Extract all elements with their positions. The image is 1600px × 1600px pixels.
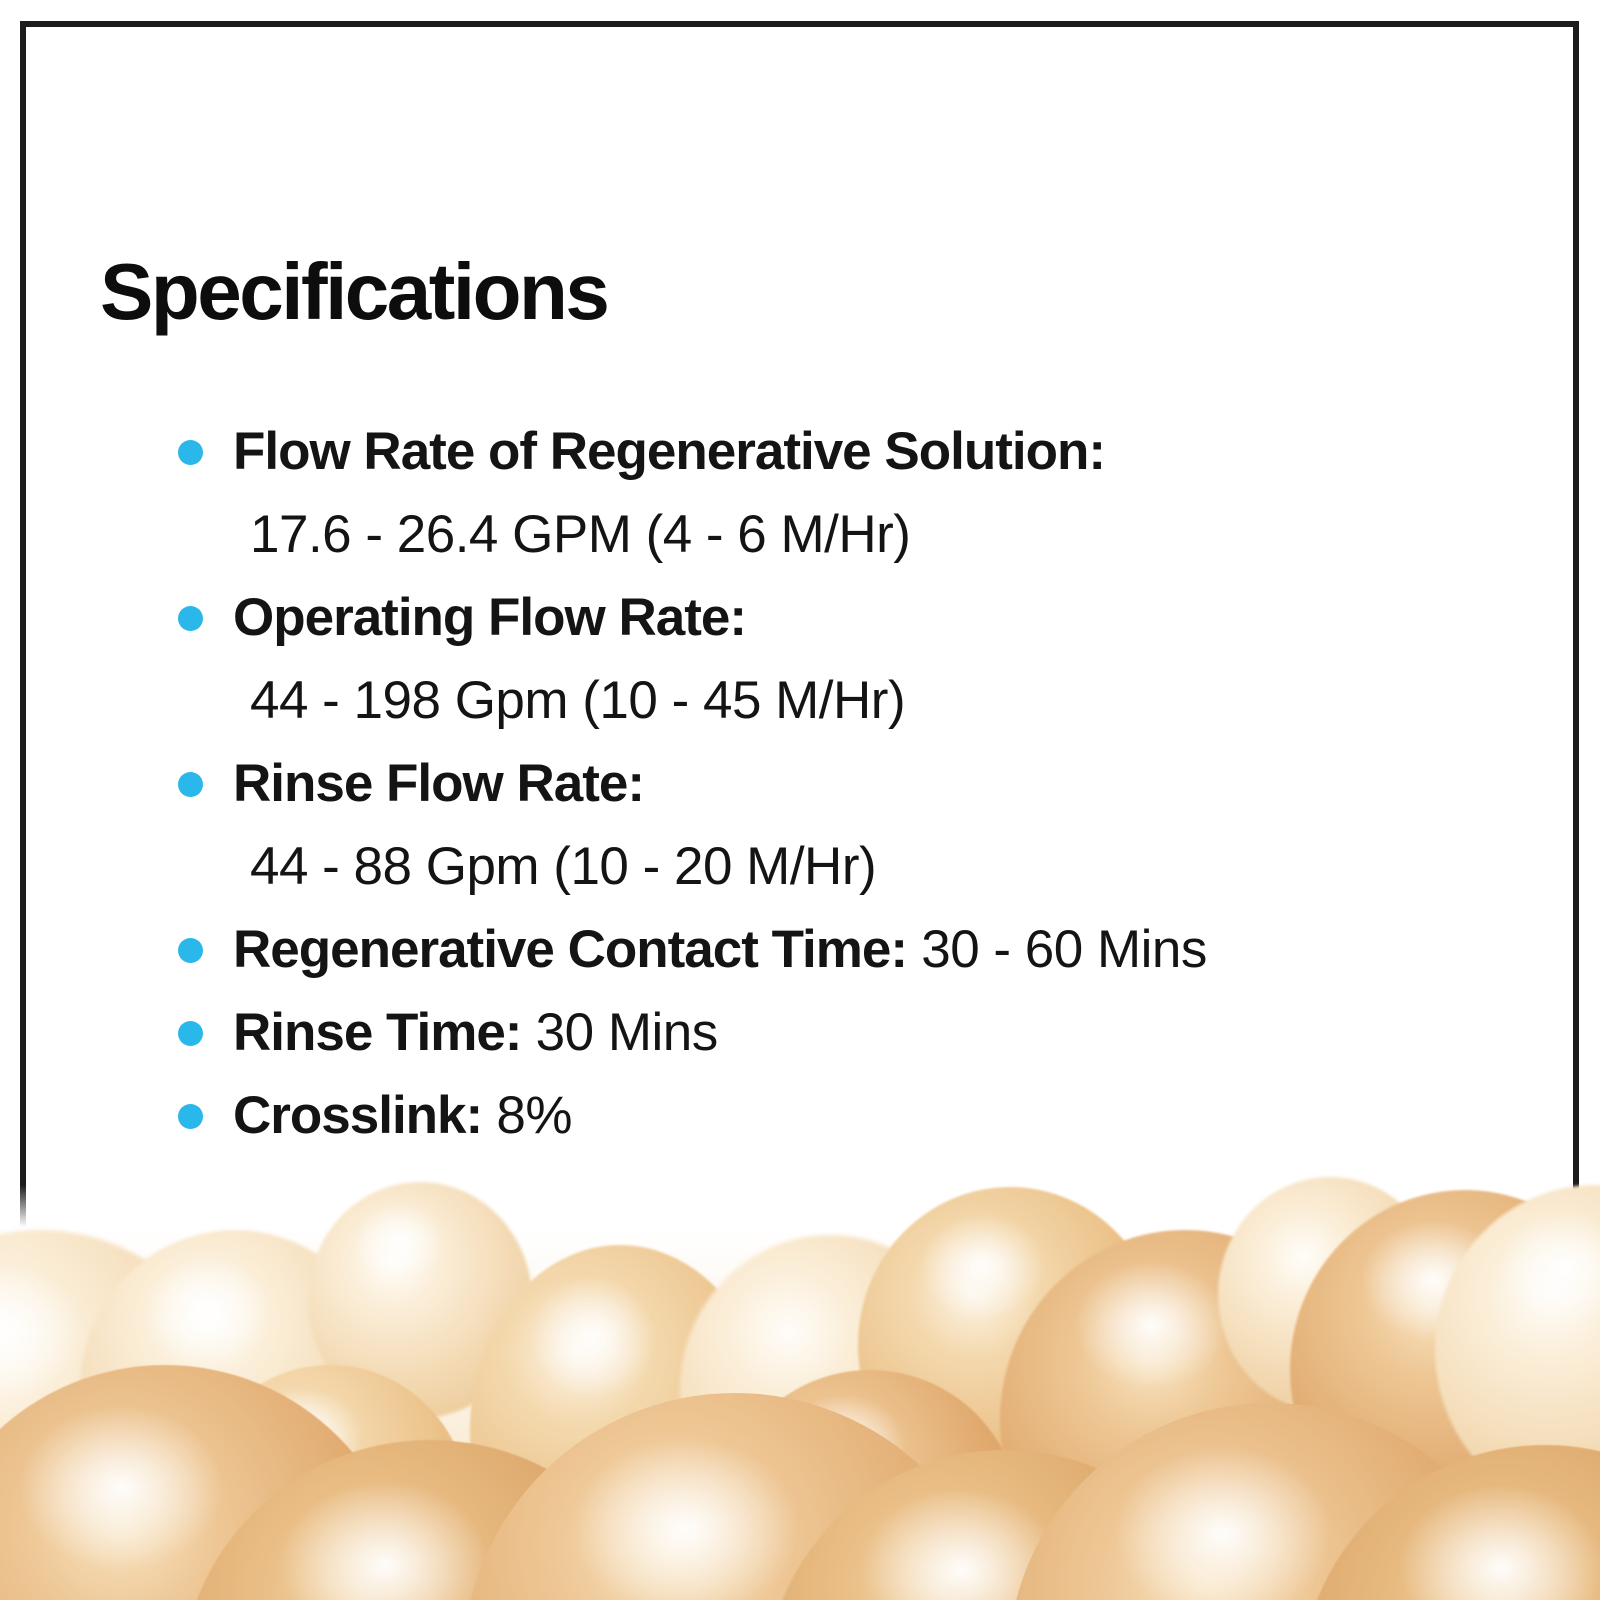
bead-highlight: [0, 1262, 88, 1398]
bead-highlight: [918, 1212, 1047, 1320]
spec-item-line: Rinse Flow Rate:: [178, 742, 1207, 825]
spec-label: Crosslink:: [233, 1086, 483, 1145]
bullet-icon: [178, 1020, 203, 1046]
bullet-icon: [178, 937, 203, 963]
bead-highlight: [571, 1436, 801, 1600]
page-title: Specifications: [100, 247, 610, 336]
bead-highlight: [1074, 1260, 1230, 1390]
bead-highlight: [530, 1274, 656, 1401]
spec-detail: 44 - 198 Gpm (10 - 45 M/Hr): [250, 671, 906, 730]
bullet-icon: [178, 439, 203, 465]
spec-item: Rinse Flow Rate: 44 - 88 Gpm (10 - 20 M/H…: [178, 742, 1207, 908]
spec-item-line: Operating Flow Rate:: [178, 576, 1207, 659]
spec-label: Regenerative Contact Time:: [233, 920, 908, 979]
spec-label: Rinse Time:: [233, 1003, 522, 1062]
spec-item: Regenerative Contact Time: 30 - 60 Mins: [178, 908, 1207, 991]
spec-value: 30 Mins: [521, 1003, 719, 1062]
bullet-icon: [178, 771, 203, 797]
spec-item-line: Flow Rate of Regenerative Solution:: [178, 410, 1207, 493]
spec-item-line: Crosslink: 8%: [178, 1074, 1207, 1157]
spec-list: Flow Rate of Regenerative Solution: 17.6 …: [178, 410, 1207, 1157]
spec-detail: 17.6 - 26.4 GPM (4 - 6 M/Hr): [250, 505, 911, 564]
bead-highlight: [280, 1480, 490, 1600]
bullet-icon: [178, 1103, 203, 1129]
bead-highlight: [1499, 1211, 1600, 1324]
spec-label: Rinse Flow Rate:: [233, 754, 645, 813]
spec-value: 8%: [482, 1086, 573, 1145]
resin-bead: [308, 1182, 532, 1418]
spec-item: Rinse Time: 30 Mins: [178, 991, 1207, 1074]
spec-item: Operating Flow Rate: 44 - 198 Gpm (10 - 4…: [178, 576, 1207, 742]
bead-highlight: [18, 1404, 224, 1571]
spec-item-line: Regenerative Contact Time: 30 - 60 Mins: [178, 908, 1207, 991]
spec-label: Flow Rate of Regenerative Solution:: [233, 422, 1106, 481]
bead-highlight: [142, 1255, 273, 1365]
bead-highlight: [1112, 1444, 1333, 1600]
spec-label: Operating Flow Rate:: [233, 588, 747, 647]
spec-item: Crosslink: 8%: [178, 1074, 1207, 1157]
spec-detail: 44 - 88 Gpm (10 - 20 M/Hr): [250, 837, 877, 896]
spec-item-line: Rinse Time: 30 Mins: [178, 991, 1207, 1074]
resin-beads-photo: [0, 1177, 1600, 1600]
bead-highlight: [1398, 1484, 1600, 1600]
spec-item: Flow Rate of Regenerative Solution: 17.6 …: [178, 410, 1207, 576]
spec-value: 30 - 60 Mins: [907, 920, 1207, 979]
bead-highlight: [352, 1200, 447, 1282]
bullet-icon: [178, 605, 203, 631]
